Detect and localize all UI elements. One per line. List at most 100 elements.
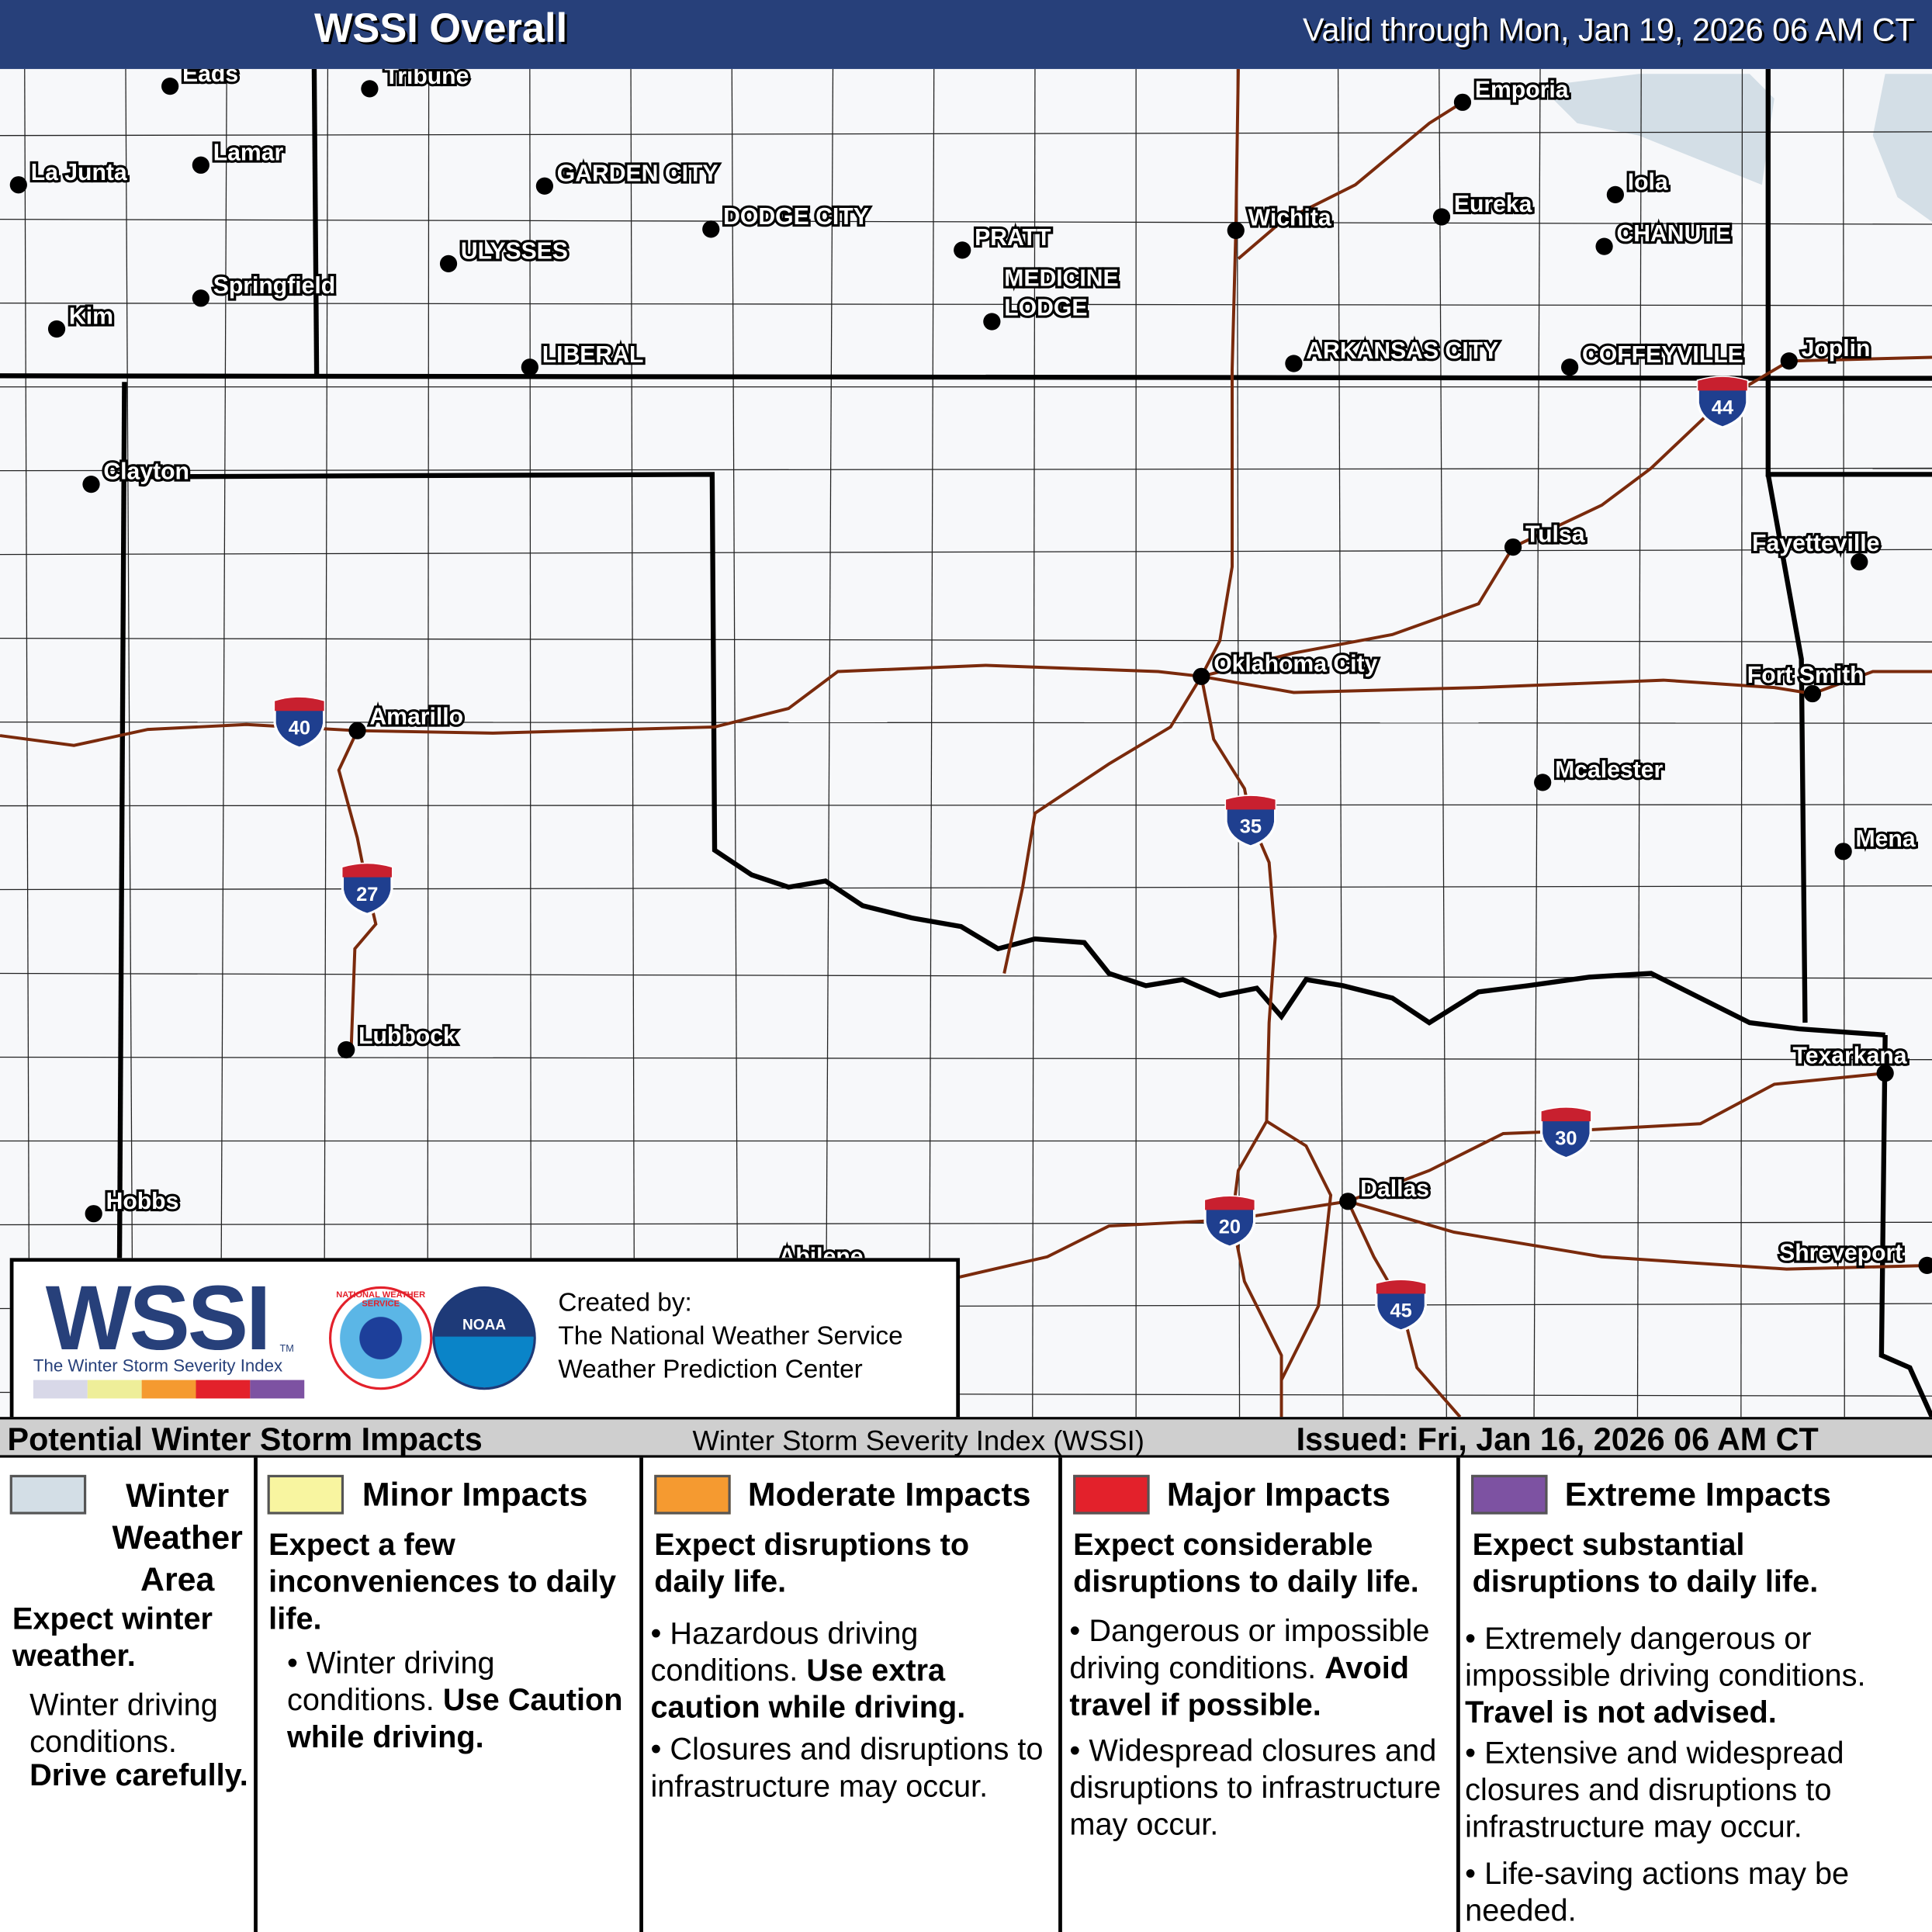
valid-through: Valid through Mon, Jan 19, 2026 06 AM CT xyxy=(1302,11,1915,48)
city-label[interactable]: CHANUTE xyxy=(1614,219,1733,249)
city-label[interactable]: Tribune xyxy=(382,69,471,92)
city-label[interactable]: Kim xyxy=(67,301,116,331)
legend-item-text: Widespread closures and disruptions to i… xyxy=(1069,1733,1442,1843)
legend-item-text: Extremely dangerous or impossible drivin… xyxy=(1465,1621,1866,1693)
legend-item-text: Closures and disruptions to infrastructu… xyxy=(650,1732,1044,1804)
city-dot xyxy=(535,177,554,195)
city-dot xyxy=(521,358,538,376)
legend-item-text: Extensive and widespread closures and di… xyxy=(1465,1736,1844,1845)
legend-swatch xyxy=(1073,1474,1150,1515)
noaa-logo: NOAA xyxy=(432,1286,536,1390)
city-label[interactable]: Amarillo xyxy=(367,702,466,732)
city-label[interactable]: MEDICINE xyxy=(1002,263,1121,293)
legend-heading: Minor Impacts xyxy=(362,1476,588,1514)
issued-time: Issued: Fri, Jan 16, 2026 06 AM CT xyxy=(1296,1420,1819,1458)
city-label[interactable]: LIBERAL xyxy=(540,340,646,370)
city-dot xyxy=(1780,352,1798,370)
scale-swatch xyxy=(33,1380,88,1399)
city-dot xyxy=(1595,237,1613,255)
interstate-number: 30 xyxy=(1555,1127,1577,1149)
city-dot xyxy=(1453,93,1472,111)
city-dot xyxy=(1834,843,1852,860)
legend-swatch xyxy=(654,1474,731,1515)
city-label[interactable]: Eureka xyxy=(1452,189,1535,220)
city-label[interactable]: Mena xyxy=(1853,824,1918,854)
city-label[interactable]: Fort Smith xyxy=(1745,660,1867,691)
legend-item: • Winter driving conditions. Use Caution… xyxy=(287,1646,623,1755)
city-label[interactable]: Texarkana xyxy=(1790,1040,1909,1071)
city-label[interactable]: GARDEN CITY xyxy=(555,158,721,189)
scale-swatch xyxy=(141,1380,196,1399)
city-label[interactable]: Lubbock xyxy=(356,1021,459,1051)
city-label[interactable]: Hobbs xyxy=(103,1186,181,1217)
severity-scale-bar xyxy=(33,1380,305,1399)
legend-item-emphasis: Avoid travel if possible. xyxy=(1069,1650,1410,1723)
legend-item-emphasis: Use extra caution while driving. xyxy=(650,1653,966,1726)
legend-swatch xyxy=(1471,1474,1548,1515)
city-label[interactable]: Dallas xyxy=(1358,1174,1432,1204)
city-dot xyxy=(1193,667,1210,685)
city-dot xyxy=(1561,358,1579,376)
city-label[interactable]: Springfield xyxy=(211,271,338,301)
wssi-logo: WSSI xyxy=(45,1266,272,1369)
city-label[interactable]: LODGE xyxy=(1002,293,1090,323)
interstate-number: 44 xyxy=(1712,397,1733,419)
interstate-number: 45 xyxy=(1390,1300,1411,1322)
nws-logo-text: NATIONAL WEATHER SERVICE xyxy=(336,1291,426,1309)
legend-item: • Widespread closures and disruptions to… xyxy=(1069,1733,1442,1843)
credit-wpc: Weather Prediction Center xyxy=(558,1355,863,1384)
city-dot xyxy=(348,722,366,739)
city-label[interactable]: Emporia xyxy=(1473,74,1571,105)
city-label[interactable]: Wichita xyxy=(1245,203,1334,233)
legend-summary: Expect disruptions to daily life. xyxy=(654,1528,970,1600)
interstate-number: 20 xyxy=(1219,1217,1241,1238)
city-label[interactable]: Fayetteville xyxy=(1750,528,1882,559)
interstate-shield: 20 xyxy=(1203,1195,1256,1248)
city-label[interactable]: Lamar xyxy=(211,137,286,168)
state-borders xyxy=(0,68,1932,1418)
winter-weather-area xyxy=(1540,74,1932,222)
interstate-shield: 45 xyxy=(1375,1279,1427,1332)
legend-heading: Major Impacts xyxy=(1166,1476,1391,1514)
city-dot xyxy=(82,475,100,493)
legend-index-name: Winter Storm Severity Index (WSSI) xyxy=(692,1424,1144,1457)
legend-item-emphasis: Use Caution while driving. xyxy=(287,1683,623,1755)
interstate-number: 27 xyxy=(356,884,378,905)
city-label[interactable]: COFFEYVILLE xyxy=(1580,340,1746,370)
city-dot xyxy=(983,313,1001,331)
city-dot xyxy=(1918,1256,1932,1274)
city-label[interactable]: Clayton xyxy=(101,457,192,487)
nws-logo: NATIONAL WEATHER SERVICE xyxy=(328,1286,433,1390)
city-label[interactable]: DODGE CITY xyxy=(721,202,871,232)
city-label[interactable]: PRATT xyxy=(972,223,1054,253)
scale-swatch xyxy=(250,1380,305,1399)
city-label[interactable]: Joplin xyxy=(1799,334,1872,364)
city-dot xyxy=(1803,684,1822,703)
impact-map[interactable]: 40 27 35 44 30 20 45 Eads Tribune La Junta Lamar G… xyxy=(0,68,1932,1418)
city-dot xyxy=(1227,221,1245,240)
city-label[interactable]: Iola xyxy=(1626,167,1671,197)
city-label[interactable]: Mcalester xyxy=(1553,755,1666,785)
noaa-logo-text: NOAA xyxy=(462,1315,507,1334)
legend-summary: Expect considerable disruptions to daily… xyxy=(1073,1528,1419,1600)
city-dot xyxy=(1339,1193,1357,1210)
interstate-shield: 35 xyxy=(1224,795,1277,848)
legend-item: • Hazardous driving conditions. Use extr… xyxy=(650,1616,966,1726)
city-dot xyxy=(702,220,720,238)
trademark: TM xyxy=(279,1342,294,1355)
city-label[interactable]: Tulsa xyxy=(1523,520,1587,550)
city-label[interactable]: ARKANSAS CITY xyxy=(1304,336,1501,366)
city-dot xyxy=(1285,355,1303,372)
legend-minor-impacts: Minor Impacts Expect a few inconvenience… xyxy=(258,1457,643,1932)
city-label[interactable]: ULYSSES xyxy=(459,236,570,266)
city-label[interactable]: La Junta xyxy=(29,158,130,188)
city-label[interactable]: Oklahoma City xyxy=(1211,649,1380,679)
legend-item-text: Life-saving actions may be needed. xyxy=(1465,1857,1850,1929)
legend-summary: Expect winter weather. xyxy=(12,1601,213,1674)
city-dot xyxy=(1432,208,1451,226)
city-label[interactable]: Shreveport xyxy=(1777,1238,1906,1268)
city-label[interactable]: Eads xyxy=(180,69,241,89)
interstate-number: 40 xyxy=(289,717,310,739)
legend-summary: Expect a few inconveniences to daily lif… xyxy=(268,1528,617,1636)
